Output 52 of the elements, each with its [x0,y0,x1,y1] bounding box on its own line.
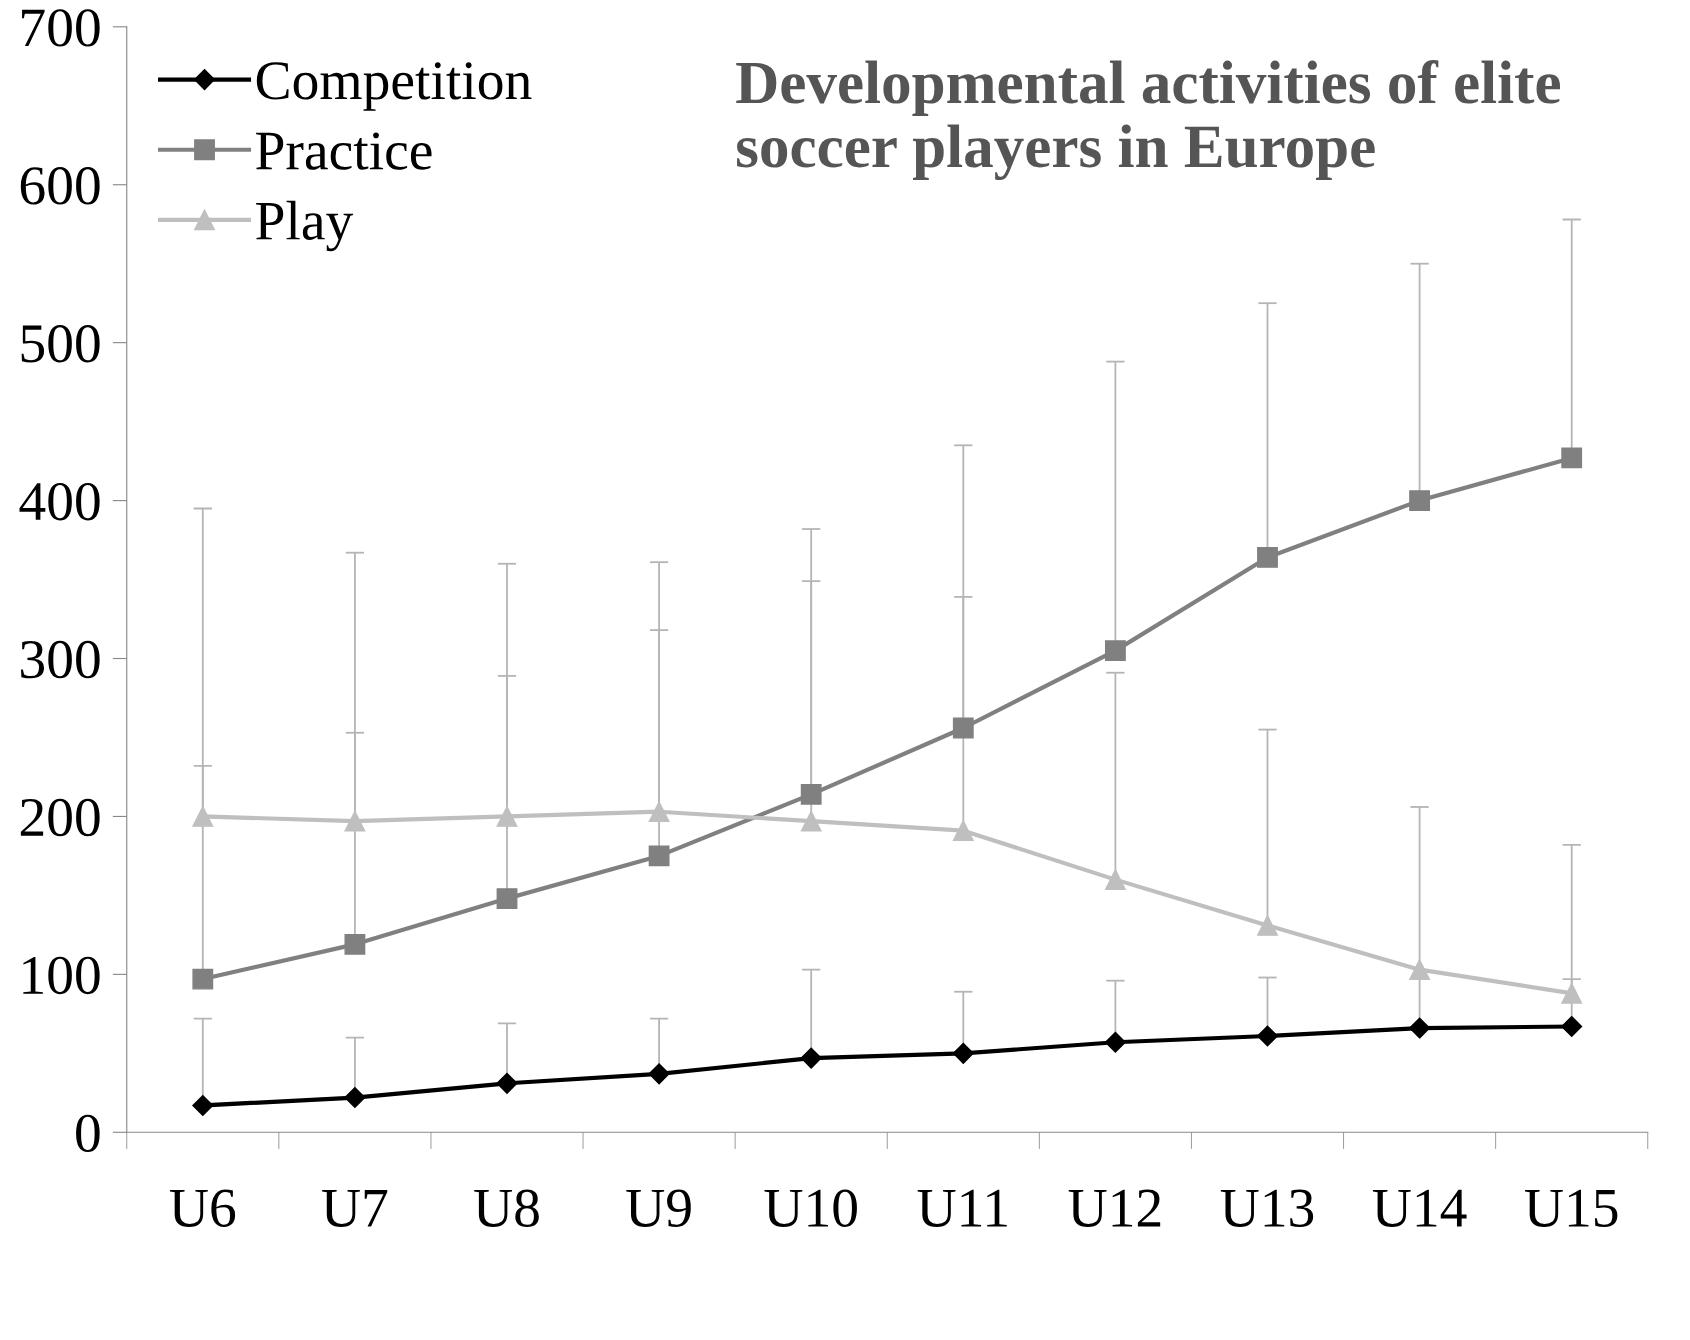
point [496,806,518,827]
x-tick-label: U7 [322,1190,388,1227]
point [496,1072,518,1094]
point [952,820,974,842]
point [344,810,366,832]
point [952,717,974,739]
point [648,801,670,823]
point [192,806,214,827]
x-tick-label: U11 [917,1189,1007,1227]
y-tick-label: 700 [22,9,100,47]
point [648,1063,670,1085]
point [1561,982,1583,1004]
y-tick-label: 200 [20,798,100,837]
x-tick-label: U6 [170,1189,236,1227]
point [1104,640,1126,662]
y-tick-label: 500 [21,324,100,363]
x-tick-label: U10 [764,1189,857,1227]
point [1104,1031,1126,1053]
point [1561,447,1583,469]
x-tick-label: U12 [1068,1189,1161,1227]
x-tick-label: U15 [1525,1189,1618,1227]
point [344,1087,366,1109]
legend-label: Competition [256,62,532,111]
point [192,968,214,990]
x-tick-label: U9 [626,1189,691,1227]
point [800,1047,822,1069]
y-tick-label: 100 [23,956,100,995]
point [1256,1025,1279,1047]
legend-label: Play [256,200,354,252]
point [344,933,366,955]
point [800,783,822,805]
point [1409,959,1431,981]
text: Developmental activities of elite soccer players in Europe [736,59,1560,181]
y-tick-label: 400 [19,482,100,521]
y-tick-label: 600 [20,167,100,205]
point [1409,490,1431,512]
x-tick-label: U8 [474,1189,539,1227]
y-tick-label: 0 [76,1114,100,1153]
point [648,845,670,867]
x-tick-label: U14 [1372,1189,1467,1227]
point [1257,914,1278,936]
point [1104,869,1126,891]
y-tick-label: 300 [21,640,100,679]
point [1409,1017,1431,1039]
point [496,888,518,909]
legend-label: Practice [256,132,432,170]
x-tick-label: U13 [1220,1189,1314,1227]
point [1561,1015,1583,1038]
point [800,810,822,832]
point [952,1042,974,1064]
point [1257,547,1278,568]
point [192,1094,214,1116]
